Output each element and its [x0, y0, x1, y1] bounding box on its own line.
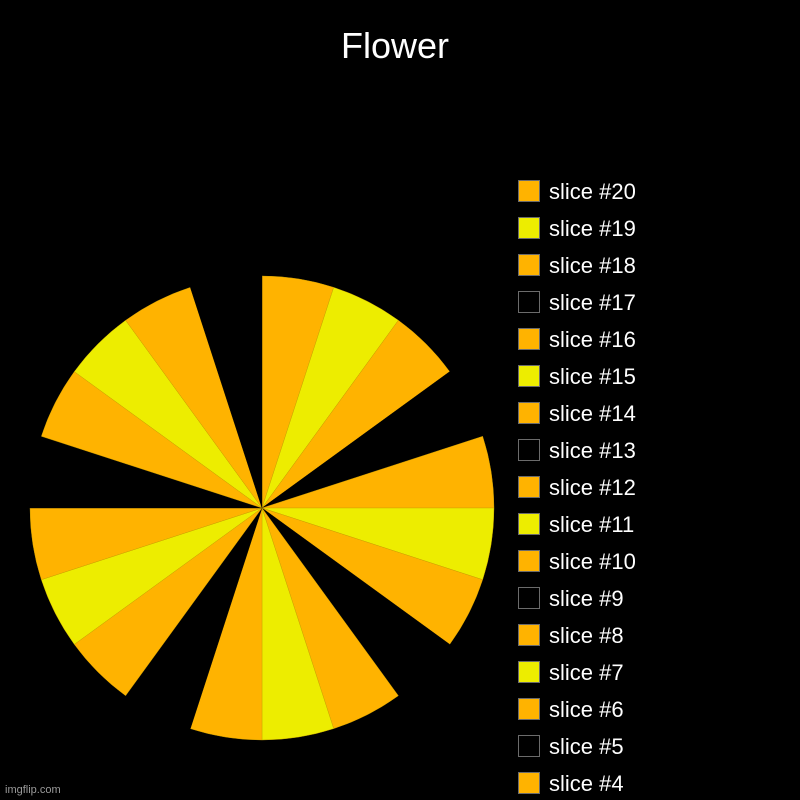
legend-swatch	[518, 402, 540, 424]
legend-label: slice #13	[549, 438, 636, 463]
legend-label: slice #15	[549, 364, 636, 389]
legend-item: slice #19	[518, 215, 718, 245]
pie-slice-20	[190, 275, 263, 509]
legend-item: slice #4	[518, 770, 718, 800]
legend-swatch	[518, 735, 540, 757]
legend-item: slice #7	[518, 659, 718, 689]
legend-label: slice #19	[549, 216, 636, 241]
legend-swatch	[518, 550, 540, 572]
legend-label: slice #6	[549, 697, 624, 722]
legend-item: slice #9	[518, 585, 718, 615]
legend-swatch	[518, 365, 540, 387]
legend-label: slice #10	[549, 549, 636, 574]
legend-label: slice #12	[549, 475, 636, 500]
legend-label: slice #14	[549, 401, 636, 426]
legend-label: slice #7	[549, 660, 624, 685]
legend-item: slice #13	[518, 437, 718, 467]
legend-swatch	[518, 291, 540, 313]
legend-label: slice #8	[549, 623, 624, 648]
legend-item: slice #12	[518, 474, 718, 504]
legend-label: slice #5	[549, 734, 624, 759]
legend-item: slice #15	[518, 363, 718, 393]
legend-swatch	[518, 513, 540, 535]
legend-swatch	[518, 180, 540, 202]
legend-swatch	[518, 698, 540, 720]
legend-swatch	[518, 217, 540, 239]
legend-item: slice #11	[518, 511, 718, 541]
legend-swatch	[518, 587, 540, 609]
watermark: imgflip.com	[5, 784, 61, 796]
legend-label: slice #16	[549, 327, 636, 352]
legend-label: slice #17	[549, 290, 636, 315]
legend-swatch	[518, 772, 540, 794]
legend-label: slice #18	[549, 253, 636, 278]
legend-item: slice #17	[518, 289, 718, 319]
legend-item: slice #6	[518, 696, 718, 726]
legend-swatch	[518, 439, 540, 461]
legend-item: slice #18	[518, 252, 718, 282]
legend-item: slice #10	[518, 548, 718, 578]
legend-label: slice #11	[549, 512, 635, 537]
legend-item: slice #20	[518, 178, 718, 208]
legend-item: slice #8	[518, 622, 718, 652]
legend-item: slice #5	[518, 733, 718, 763]
legend-swatch	[518, 661, 540, 683]
legend-item: slice #14	[518, 400, 718, 430]
legend-label: slice #4	[549, 771, 624, 796]
legend-swatch	[518, 254, 540, 276]
legend-swatch	[518, 624, 540, 646]
legend-label: slice #9	[549, 586, 624, 611]
legend-swatch	[518, 476, 540, 498]
legend-label: slice #20	[549, 179, 636, 204]
chart-title: Flower	[340, 25, 450, 66]
legend-swatch	[518, 328, 540, 350]
legend-item: slice #16	[518, 326, 718, 356]
